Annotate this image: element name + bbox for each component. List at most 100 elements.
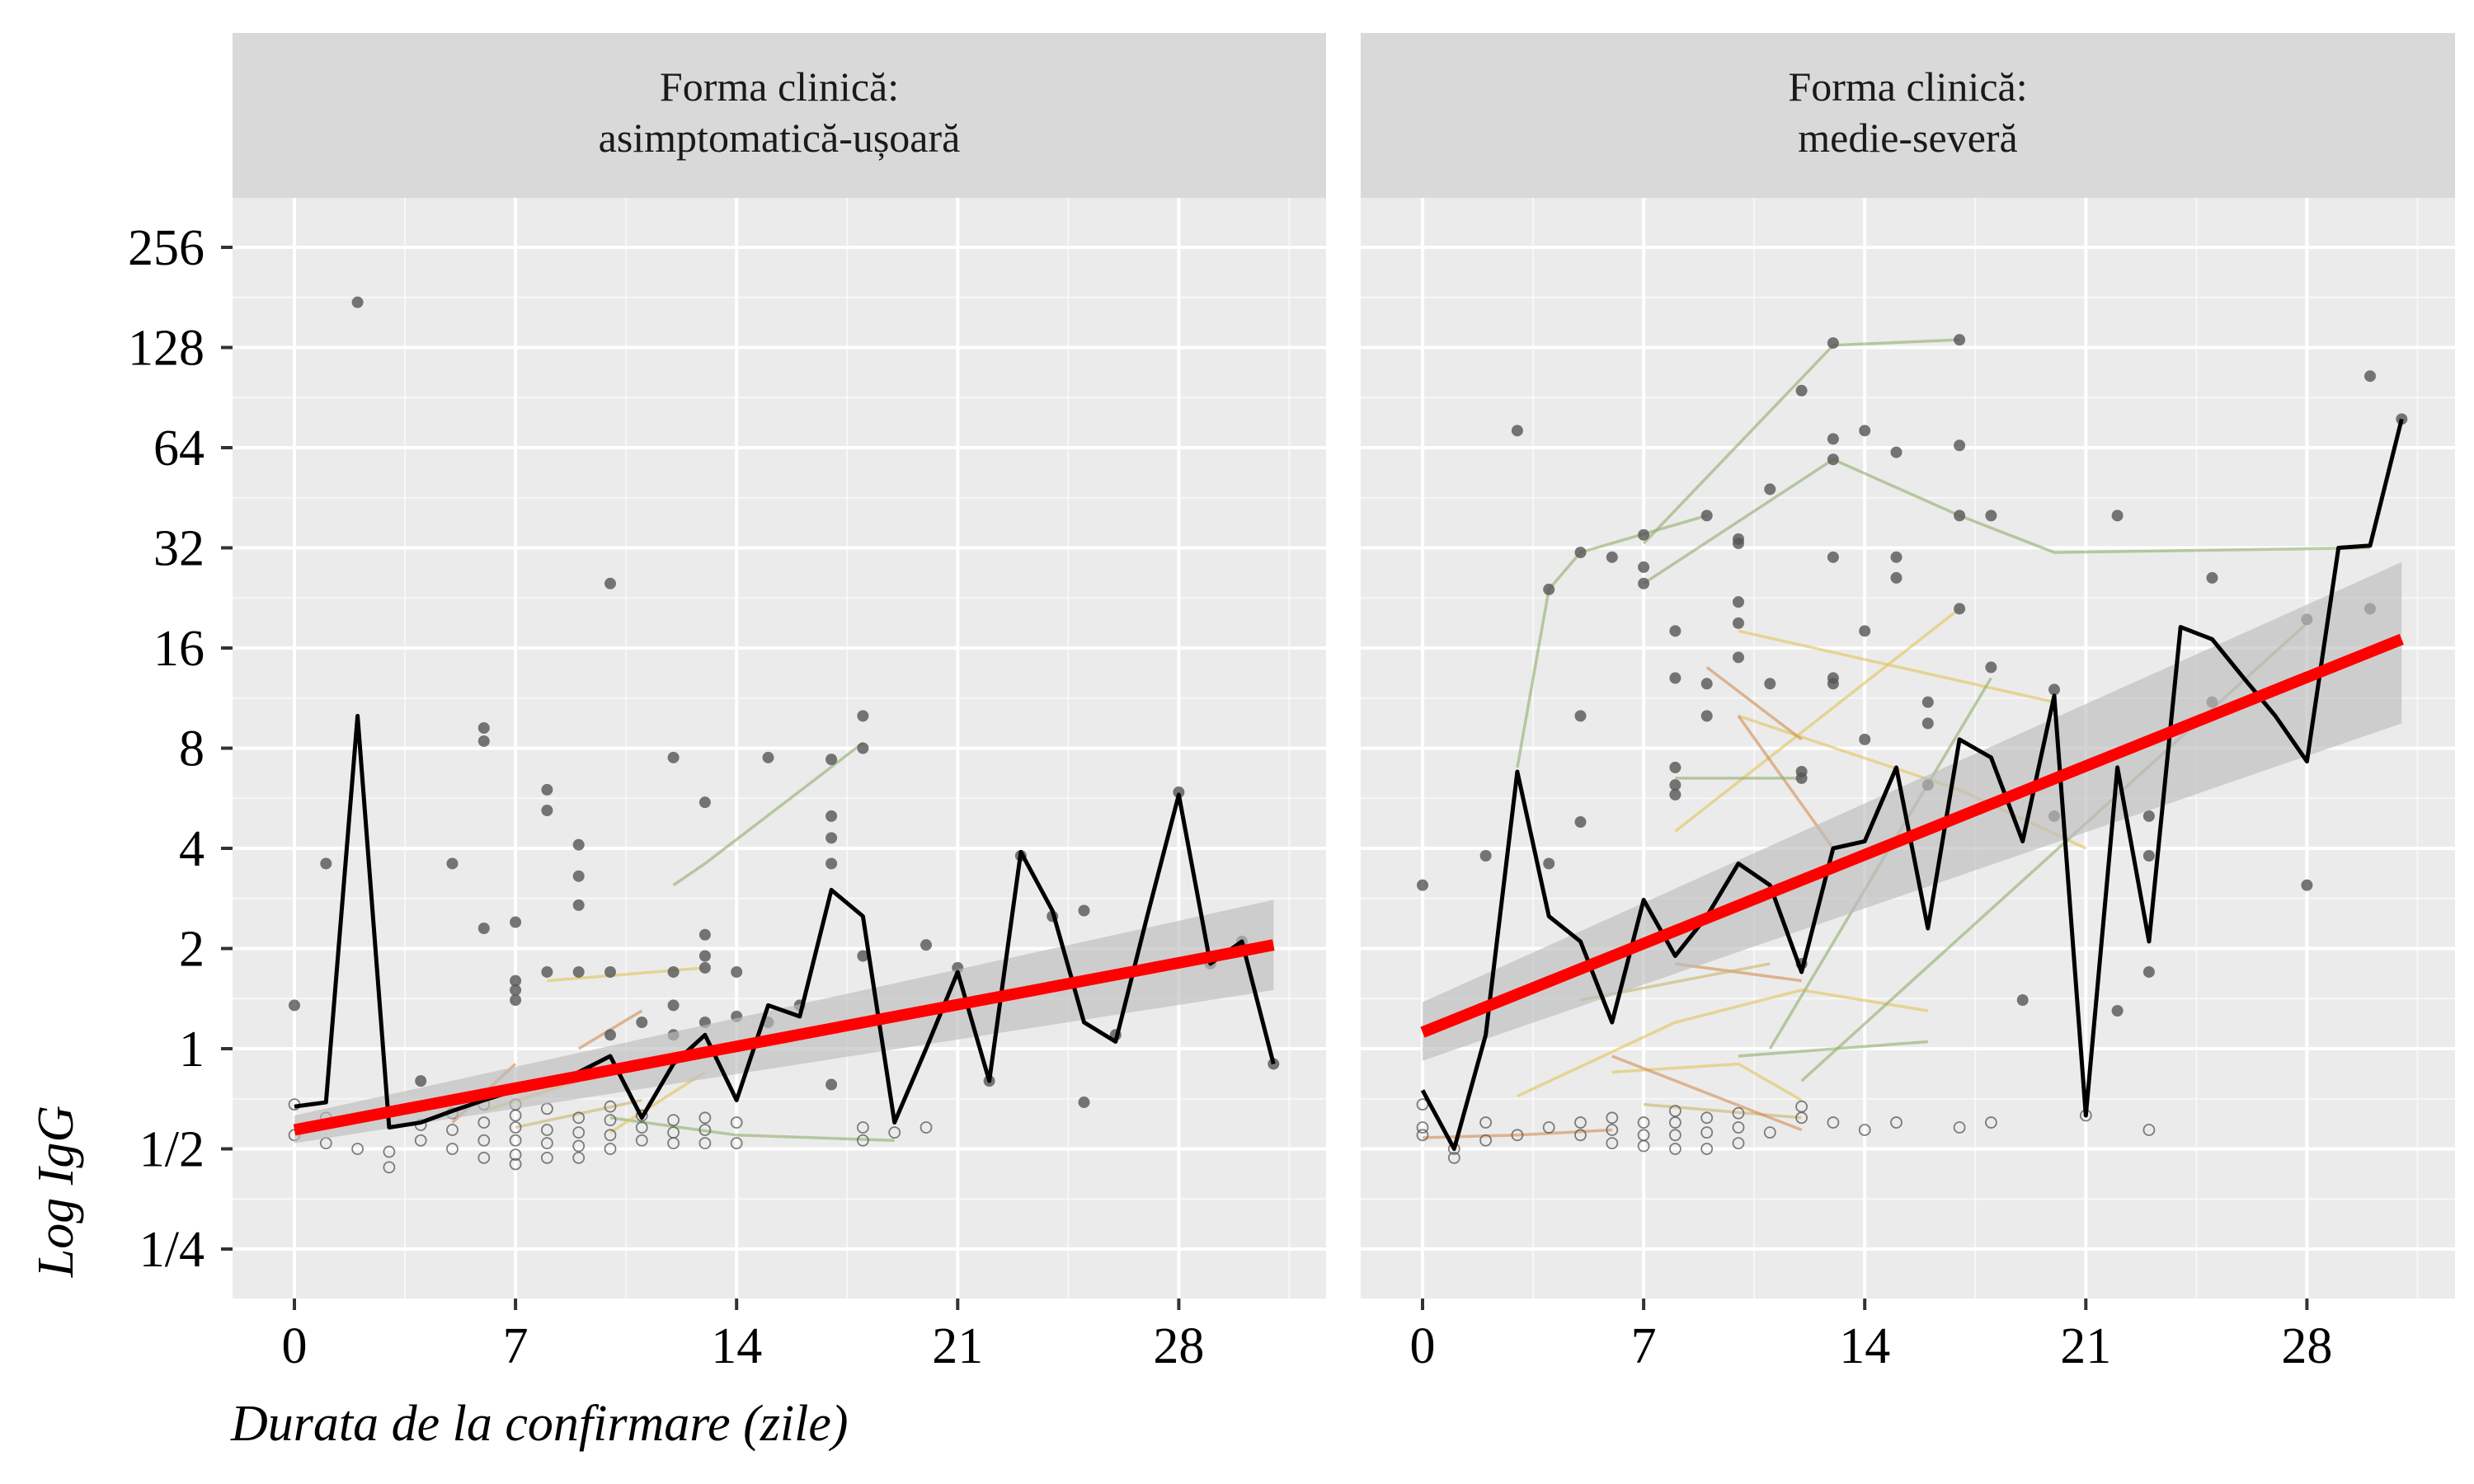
data-point [825, 1078, 838, 1091]
data-point [2111, 510, 2124, 522]
data-point [289, 999, 300, 1012]
data-point [446, 857, 459, 870]
data-point-open [572, 1151, 586, 1164]
subject-trajectory [609, 1071, 706, 1134]
data-point-open [1542, 1121, 1555, 1134]
data-point-open [1511, 1129, 1524, 1142]
data-point-open [351, 1143, 365, 1155]
data-point [1574, 547, 1587, 559]
data-point [1985, 661, 1997, 674]
data-point-open [1416, 1129, 1429, 1142]
data-point-open [1479, 1134, 1492, 1147]
data-point [1795, 772, 1808, 784]
data-point [857, 710, 869, 722]
data-point-open [604, 1100, 617, 1113]
data-point-open [446, 1143, 459, 1155]
data-point [477, 735, 490, 747]
data-point [477, 923, 490, 935]
data-point-open [667, 1114, 680, 1127]
data-point-open [572, 1111, 586, 1125]
facet-strip [1361, 33, 2455, 198]
panel-asimptomatica-usoara: Forma clinică: asimptomatică-ușoară [233, 33, 1326, 1298]
data-point [825, 754, 838, 766]
data-point-open [857, 1134, 869, 1147]
data-point [1954, 603, 1966, 615]
data-point-open [1479, 1116, 1492, 1129]
subject-trajectory [1675, 962, 1802, 983]
y-tick-label: 8 [179, 721, 205, 777]
data-point [1669, 788, 1681, 801]
y-tick-label: 64 [153, 420, 205, 477]
data-point [1574, 710, 1587, 722]
data-point-open [1669, 1143, 1681, 1155]
data-point-open [572, 1139, 586, 1153]
facet-strip [233, 33, 1326, 198]
data-point-open [1700, 1126, 1714, 1139]
data-point [1827, 453, 1839, 466]
data-point [920, 939, 932, 951]
y-tick-label: 2 [179, 922, 205, 978]
data-point-open [477, 1151, 491, 1164]
data-point-open [1669, 1129, 1681, 1142]
data-point [1733, 617, 1744, 629]
data-point [825, 832, 838, 844]
data-point [510, 994, 522, 1007]
data-point-open [414, 1134, 427, 1147]
data-point-open [1953, 1121, 1966, 1134]
data-point [2048, 683, 2060, 696]
data-point [698, 796, 711, 809]
data-point-open [730, 1137, 743, 1150]
data-point [1827, 551, 1839, 563]
subject-trajectory [672, 862, 706, 887]
y-tick-label: 128 [128, 321, 205, 377]
x-axis-left: 0 7 14 21 28 [282, 1298, 1204, 1374]
data-point [1954, 439, 1966, 452]
data-point [1890, 551, 1903, 563]
data-point [825, 857, 838, 870]
data-point-open [1732, 1106, 1745, 1120]
data-point [1543, 857, 1555, 870]
data-point-open [1763, 1126, 1776, 1139]
regression-line [293, 939, 1275, 1136]
data-point-open [383, 1161, 396, 1174]
data-point-open [509, 1158, 522, 1171]
data-point [541, 965, 553, 978]
facet-strip-label: Forma clinică: [1788, 63, 2027, 110]
data-point [1700, 710, 1713, 722]
data-point [604, 965, 616, 978]
x-tick-label: 14 [1839, 1318, 1890, 1374]
data-point [857, 742, 869, 754]
data-point-open [667, 1126, 680, 1139]
data-point [1921, 717, 1934, 730]
data-point [510, 916, 522, 928]
data-point [1795, 384, 1808, 397]
facet-strip-label: asimptomatică-ușoară [599, 115, 961, 161]
data-point-open [541, 1137, 553, 1150]
data-point [572, 870, 585, 882]
data-point [2396, 413, 2408, 425]
data-point-open [1447, 1151, 1460, 1164]
data-point-open [920, 1121, 933, 1134]
data-point-open [1984, 1116, 1997, 1129]
data-point-open [1669, 1105, 1681, 1117]
data-point [1669, 625, 1681, 637]
data-point-open [1637, 1116, 1650, 1129]
y-tick-label: 32 [153, 521, 205, 577]
data-point [510, 984, 522, 996]
data-point [1078, 904, 1090, 917]
data-point [1764, 678, 1776, 690]
data-point-open [857, 1121, 869, 1134]
data-point [1700, 678, 1713, 690]
data-point-open [1795, 1100, 1808, 1113]
data-point [1827, 678, 1839, 690]
data-point [698, 961, 711, 974]
data-point [604, 577, 616, 589]
subject-trajectory [1643, 1102, 1802, 1120]
data-point [1954, 334, 1966, 346]
data-point [1733, 538, 1744, 550]
data-point-open [604, 1143, 617, 1155]
subject-trajectory [1738, 629, 2055, 704]
y-tick-label: 16 [153, 621, 205, 677]
mean-line [294, 713, 1276, 1129]
